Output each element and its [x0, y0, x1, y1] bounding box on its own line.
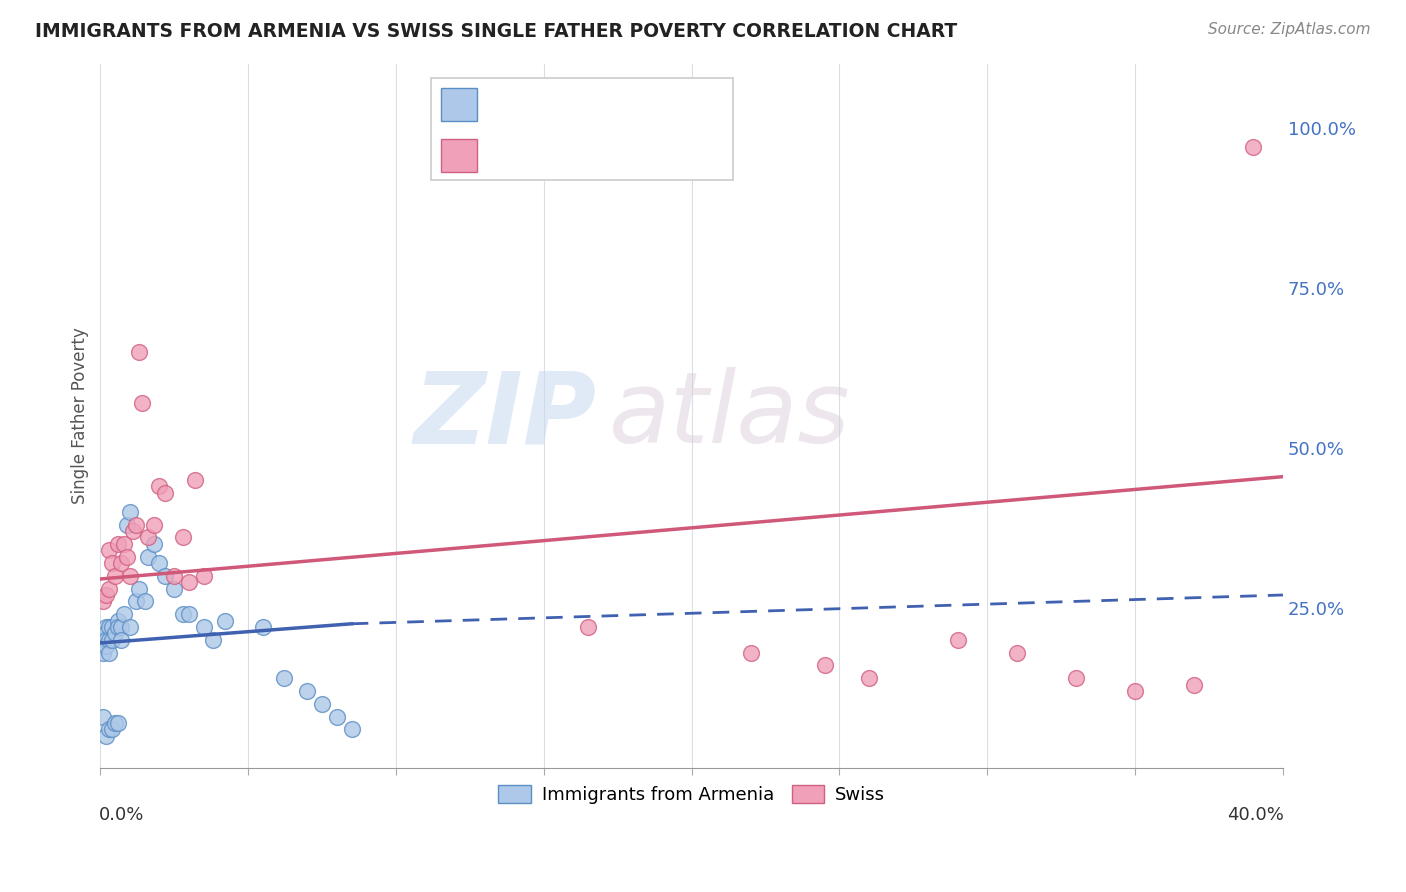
- Point: [155, 569, 177, 583]
- Point: [98, 620, 121, 634]
- Point: [101, 556, 124, 570]
- Point: [184, 473, 207, 487]
- Point: [142, 537, 165, 551]
- Point: [101, 632, 124, 647]
- Point: [101, 723, 124, 737]
- Point: [96, 626, 118, 640]
- Text: 0.0%: 0.0%: [100, 806, 145, 824]
- Point: [96, 620, 118, 634]
- Point: [122, 524, 145, 538]
- Point: [96, 632, 118, 647]
- Point: [252, 620, 274, 634]
- Point: [98, 723, 121, 737]
- Point: [104, 569, 127, 583]
- Point: [858, 671, 880, 685]
- Y-axis label: Single Father Poverty: Single Father Poverty: [72, 327, 89, 504]
- Point: [118, 505, 141, 519]
- Point: [740, 646, 762, 660]
- Point: [98, 632, 121, 647]
- Point: [142, 517, 165, 532]
- Text: Source: ZipAtlas.com: Source: ZipAtlas.com: [1208, 22, 1371, 37]
- Point: [107, 620, 129, 634]
- Point: [91, 632, 114, 647]
- Point: [107, 614, 129, 628]
- Point: [311, 697, 333, 711]
- Point: [118, 620, 141, 634]
- Point: [96, 639, 118, 653]
- Point: [98, 543, 121, 558]
- Point: [193, 569, 215, 583]
- Point: [201, 632, 224, 647]
- Point: [110, 620, 132, 634]
- Point: [172, 530, 194, 544]
- Point: [163, 569, 186, 583]
- Point: [115, 517, 138, 532]
- Point: [131, 396, 153, 410]
- Point: [136, 549, 159, 564]
- Point: [193, 620, 215, 634]
- Point: [107, 715, 129, 730]
- Point: [112, 537, 135, 551]
- Point: [96, 588, 118, 602]
- Point: [1005, 646, 1028, 660]
- Point: [91, 639, 114, 653]
- Point: [177, 575, 200, 590]
- Point: [1241, 140, 1264, 154]
- Point: [128, 582, 150, 596]
- Point: [96, 729, 118, 743]
- Point: [101, 620, 124, 634]
- Point: [118, 569, 141, 583]
- Point: [1182, 677, 1205, 691]
- Point: [134, 594, 156, 608]
- Point: [91, 594, 114, 608]
- Text: IMMIGRANTS FROM ARMENIA VS SWISS SINGLE FATHER POVERTY CORRELATION CHART: IMMIGRANTS FROM ARMENIA VS SWISS SINGLE …: [35, 22, 957, 41]
- Point: [177, 607, 200, 622]
- Legend: Immigrants from Armenia, Swiss: Immigrants from Armenia, Swiss: [491, 778, 893, 812]
- Point: [148, 479, 170, 493]
- Point: [115, 549, 138, 564]
- Point: [214, 614, 236, 628]
- Point: [946, 632, 969, 647]
- Point: [104, 715, 127, 730]
- Point: [172, 607, 194, 622]
- Point: [104, 626, 127, 640]
- Point: [110, 556, 132, 570]
- Point: [576, 620, 599, 634]
- Point: [163, 582, 186, 596]
- Point: [1064, 671, 1087, 685]
- Point: [91, 646, 114, 660]
- Point: [128, 345, 150, 359]
- Point: [1123, 684, 1146, 698]
- Point: [98, 582, 121, 596]
- Text: atlas: atlas: [609, 368, 851, 465]
- Point: [125, 594, 148, 608]
- Text: ZIP: ZIP: [413, 368, 598, 465]
- Text: 40.0%: 40.0%: [1227, 806, 1284, 824]
- Point: [326, 709, 349, 723]
- Point: [98, 646, 121, 660]
- Point: [110, 632, 132, 647]
- Point: [297, 684, 319, 698]
- Point: [155, 485, 177, 500]
- Point: [112, 607, 135, 622]
- Point: [340, 723, 363, 737]
- Point: [107, 537, 129, 551]
- Point: [136, 530, 159, 544]
- Point: [273, 671, 295, 685]
- Point: [91, 709, 114, 723]
- Point: [125, 517, 148, 532]
- Point: [148, 556, 170, 570]
- Point: [814, 658, 837, 673]
